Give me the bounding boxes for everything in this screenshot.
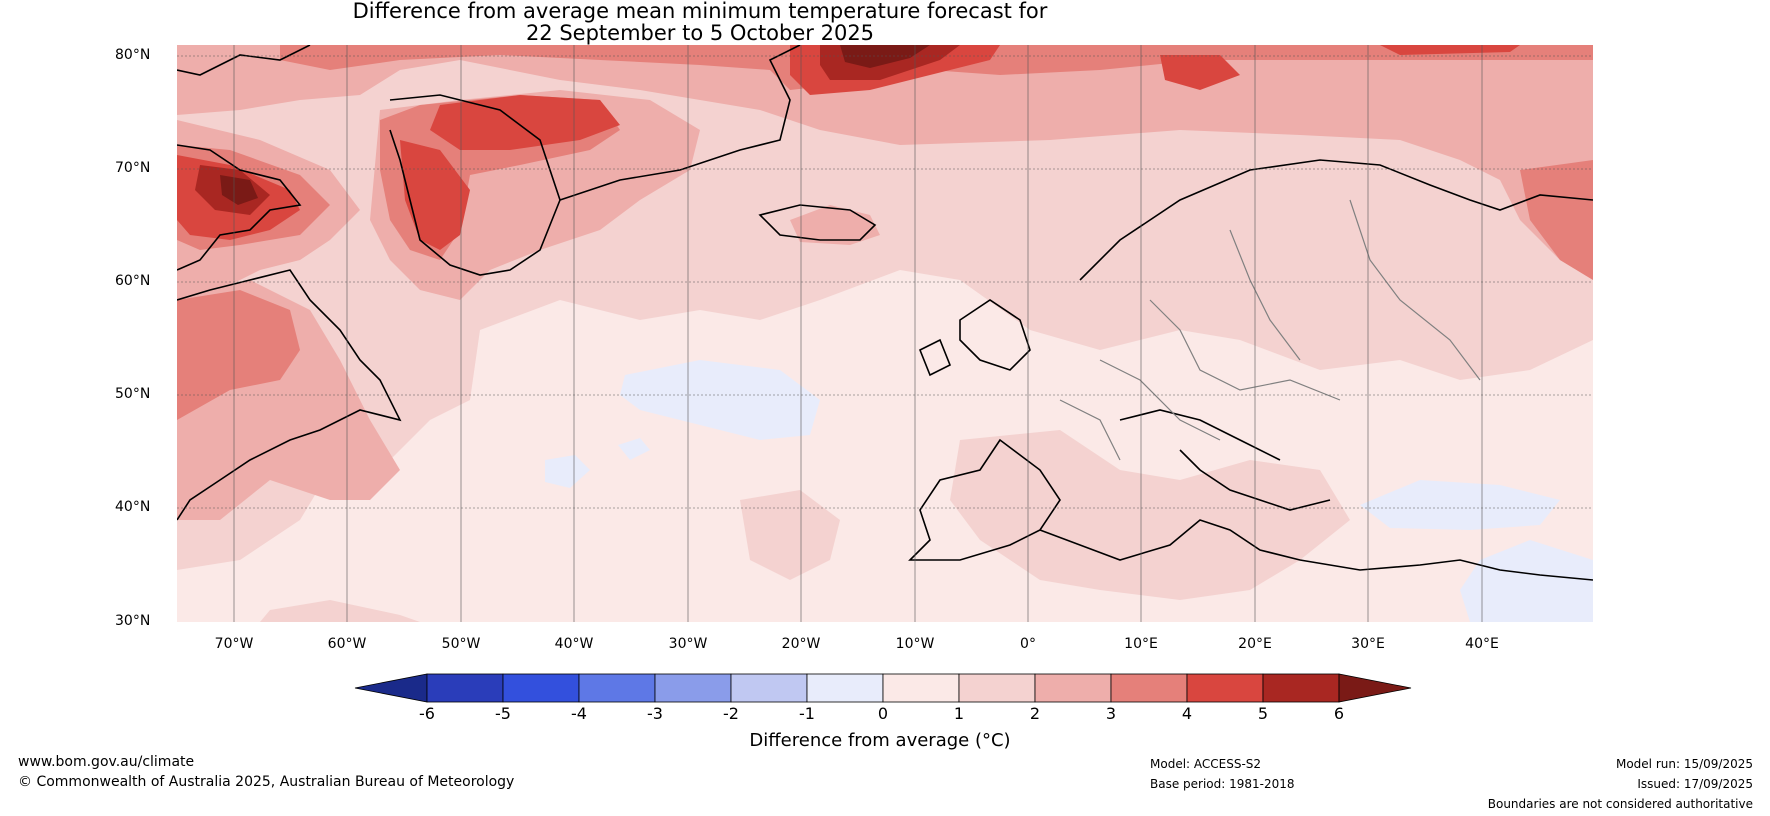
lat-label-60n: 60°N (115, 273, 151, 289)
lon-label-10e: 10°E (1124, 636, 1158, 652)
colorbar-tick-label: -6 (419, 704, 435, 723)
colorbar-tick-label: 1 (953, 704, 965, 723)
colorbar-tick-label: -3 (647, 704, 663, 723)
lon-label-30w: 30°W (668, 636, 708, 652)
lon-label-50w: 50°W (441, 636, 481, 652)
colorbar-tick-label: 0 (877, 704, 889, 723)
copyright-text: © Commonwealth of Australia 2025, Austra… (18, 774, 515, 790)
lat-label-30n: 30°N (115, 613, 151, 629)
lon-label-70w: 70°W (214, 636, 254, 652)
anomaly-region-4to5-kara (1380, 45, 1520, 55)
lon-label-30e: 30°E (1351, 636, 1385, 652)
colorbar-tick-label: 4 (1181, 704, 1193, 723)
colorbar-tick-label: -2 (723, 704, 739, 723)
colorbar-tick-label: 5 (1257, 704, 1269, 723)
anomaly-region-neg-mideast (1460, 540, 1593, 622)
colorbar-tick-label: -5 (495, 704, 511, 723)
anomaly-region-6plus-canada (220, 175, 258, 205)
disclaimer-text: Boundaries are not considered authoritat… (1487, 797, 1753, 811)
chart-title-line1: Difference from average mean minimum tem… (352, 0, 1048, 23)
anomaly-region-4to5-greenland (430, 95, 620, 150)
anomaly-region-1to2-atl (740, 490, 840, 580)
anomaly-region-neg-small2 (618, 438, 650, 460)
anomaly-region-neg-atlantic (620, 360, 820, 440)
chart-title-line2: 22 September to 5 October 2025 (525, 21, 875, 45)
lat-label-50n: 50°N (115, 386, 151, 402)
lon-label-0: 0° (1020, 636, 1036, 652)
colorbar-label: Difference from average (°C) (749, 730, 1011, 751)
anomaly-region-1to2-south (260, 600, 420, 622)
meridians (233, 45, 1483, 622)
colorbar-tick-label: 6 (1333, 704, 1345, 723)
base-period-text: Base period: 1981-2018 (1150, 777, 1295, 791)
lon-label-40e: 40°E (1465, 636, 1499, 652)
anomaly-region-3to4-labrador (177, 290, 300, 420)
graticule (177, 55, 1593, 509)
lon-label-40w: 40°W (554, 636, 594, 652)
colorbar-tick-label: -1 (799, 704, 815, 723)
anomaly-region-6plus-arctic (840, 45, 930, 68)
model-text: Model: ACCESS-S2 (1150, 757, 1262, 771)
anomaly-region-neg-turkey (1360, 480, 1560, 530)
lat-label-40n: 40°N (115, 499, 151, 515)
anomaly-region-1to2-med (950, 430, 1350, 600)
colorbar-tick-label: 3 (1105, 704, 1117, 723)
anomaly-region-neg-small1 (545, 455, 590, 488)
anomaly-region-4to5-east-greenland (400, 140, 470, 250)
lon-label-10w: 10°W (895, 636, 935, 652)
anomaly-region-2to3-arctic (177, 45, 1593, 280)
colorbar-tick-label: 2 (1029, 704, 1041, 723)
colorbar-tick-label: -4 (571, 704, 587, 723)
issued-text: Issued: 17/09/2025 (1637, 777, 1753, 791)
anomaly-region-3to4-siberia (1520, 160, 1593, 280)
lat-label-70n: 70°N (115, 160, 151, 176)
country-borders (1059, 199, 1481, 461)
anomaly-region-4to5-svalbard (1160, 55, 1240, 90)
website-text: www.bom.gov.au/climate (18, 754, 195, 770)
coastlines (177, 45, 1593, 581)
lon-label-60w: 60°W (327, 636, 367, 652)
lon-label-20e: 20°E (1238, 636, 1272, 652)
model-run-text: Model run: 15/09/2025 (1615, 757, 1753, 771)
lat-label-80n: 80°N (115, 47, 151, 63)
lon-label-20w: 20°W (781, 636, 821, 652)
